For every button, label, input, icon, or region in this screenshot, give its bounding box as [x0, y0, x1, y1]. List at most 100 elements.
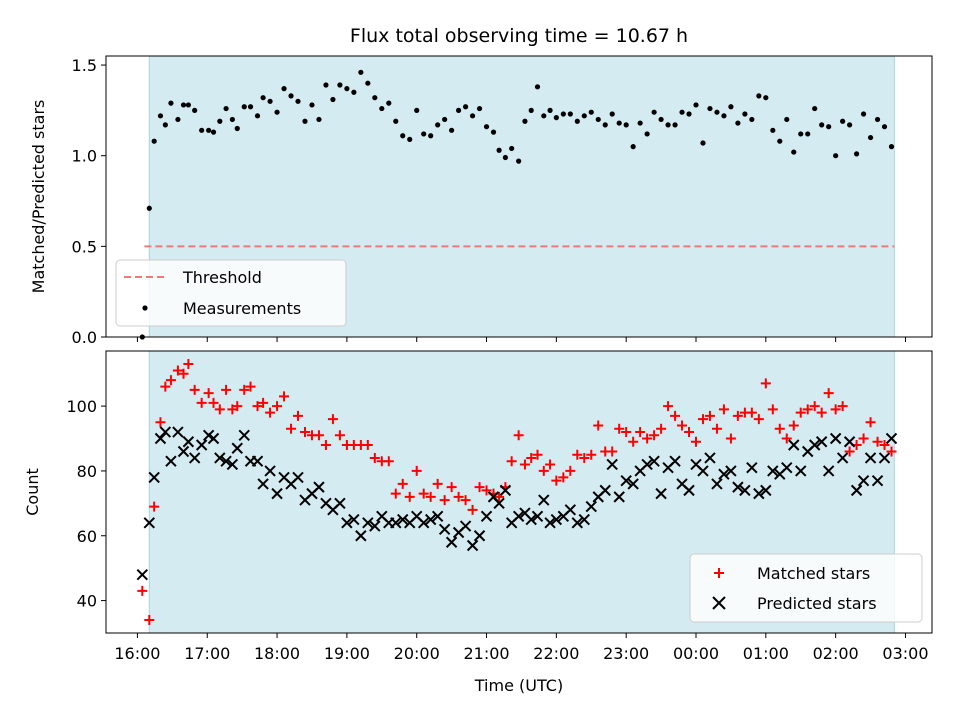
predicted-star-point [725, 465, 737, 477]
measurement-point [337, 82, 343, 88]
matched-star-point [532, 449, 543, 460]
predicted-star-point [829, 432, 842, 445]
matched-star-point [579, 452, 590, 463]
predicted-star-point [531, 510, 544, 523]
matched-star-point [572, 449, 583, 460]
count-legend: Matched stars Predicted stars [689, 553, 923, 623]
measurement-point [528, 107, 534, 113]
measurement-point [707, 105, 713, 112]
measurement-point [330, 96, 336, 103]
predicted-star-point [148, 471, 160, 484]
measurement-point [686, 111, 692, 117]
matched-star-point [320, 440, 331, 450]
predicted-star-point [473, 530, 486, 542]
matched-star-point [453, 491, 464, 502]
measurement-point [672, 122, 678, 128]
predicted-star-point [499, 484, 512, 497]
predicted-star-point [641, 458, 653, 471]
measurement-point [442, 116, 448, 123]
predicted-star-point [822, 465, 835, 477]
predicted-star-point [512, 510, 525, 523]
matched-star-point [411, 465, 422, 476]
matched-star-point [830, 404, 841, 415]
predicted-star-point [753, 487, 765, 500]
matched-star-point [474, 482, 485, 493]
measurement-point [791, 149, 797, 155]
matched-star-point [506, 456, 517, 467]
measurement-point [567, 111, 573, 117]
measurement-point [502, 154, 508, 161]
predicted-star-point [165, 455, 177, 467]
measurement-point [763, 95, 769, 101]
matched-star-point [691, 436, 701, 447]
matched-star-point [607, 446, 618, 457]
matched-star-point [252, 401, 263, 412]
measurement-point [735, 120, 741, 126]
matched-star-point [165, 375, 176, 386]
predicted-star-point [711, 478, 723, 490]
matched-star-point [460, 495, 471, 506]
measurement-point [874, 116, 881, 123]
matched-star-point [446, 482, 457, 493]
matched-star-point [390, 488, 401, 499]
matched-star-point [711, 423, 722, 434]
predicted-star-point [334, 497, 346, 510]
predicted-star-point [177, 445, 190, 458]
matched-star-point [565, 465, 576, 476]
measurement-point [435, 122, 441, 128]
predicted-star-point [431, 510, 444, 523]
matched-star-point [809, 401, 820, 412]
measurement-point [881, 124, 888, 130]
predicted-star-point [878, 452, 891, 464]
predicted-star-point [493, 497, 505, 510]
predicted-star-point [188, 452, 201, 464]
legend-measurements-label: Measurements [183, 299, 301, 318]
measurement-point [241, 104, 247, 110]
predicted-star-point [445, 536, 458, 548]
matched-star-point [621, 427, 632, 438]
count-x-tick-label: 17:00 [184, 644, 230, 663]
matched-star-point [481, 485, 492, 496]
predicted-star-point [669, 455, 681, 467]
matched-star-point [858, 433, 869, 444]
legend-predicted-swatch [712, 596, 726, 610]
count-panel: 40 60 80 100 16:00 17:00 18:00 19:00 20:00 21:00… [23, 350, 933, 695]
matched-star-point [545, 459, 556, 470]
measurement-point [309, 102, 315, 108]
measurement-point [637, 120, 643, 126]
predicted-star-point [159, 426, 172, 438]
measurement-point [812, 105, 818, 112]
measurement-point [157, 113, 164, 119]
matched-star-point [781, 433, 792, 444]
count-y-tick-label: 60 [77, 527, 97, 546]
measurement-point [393, 118, 399, 124]
matched-star-point [494, 491, 505, 502]
measurement-point [784, 116, 790, 123]
predicted-star-point [231, 442, 243, 454]
matched-star-point [439, 495, 450, 506]
predicted-star-point [578, 513, 590, 526]
measurement-point [623, 122, 629, 128]
predicted-star-point [251, 455, 264, 467]
predicted-star-point [313, 481, 325, 493]
matched-star-point [872, 436, 883, 447]
measurement-point [199, 127, 205, 133]
predicted-star-point [136, 568, 149, 581]
predicted-star-point [341, 517, 353, 529]
measurement-point [574, 118, 580, 124]
predicted-star-point [238, 429, 250, 441]
matched-star-point [425, 491, 436, 502]
predicted-star-point [808, 439, 821, 451]
matched-star-point [774, 423, 785, 434]
measurement-point [602, 122, 608, 128]
measurement-point [560, 111, 566, 117]
measurement-point [168, 100, 174, 106]
count-x-tick-label: 00:00 [673, 644, 719, 663]
measurement-point [658, 116, 664, 123]
matched-star-point [614, 423, 625, 434]
predicted-star-point [271, 487, 283, 500]
measurement-point [323, 82, 329, 88]
predicted-star-point [795, 465, 807, 477]
matched-star-point [649, 430, 660, 441]
